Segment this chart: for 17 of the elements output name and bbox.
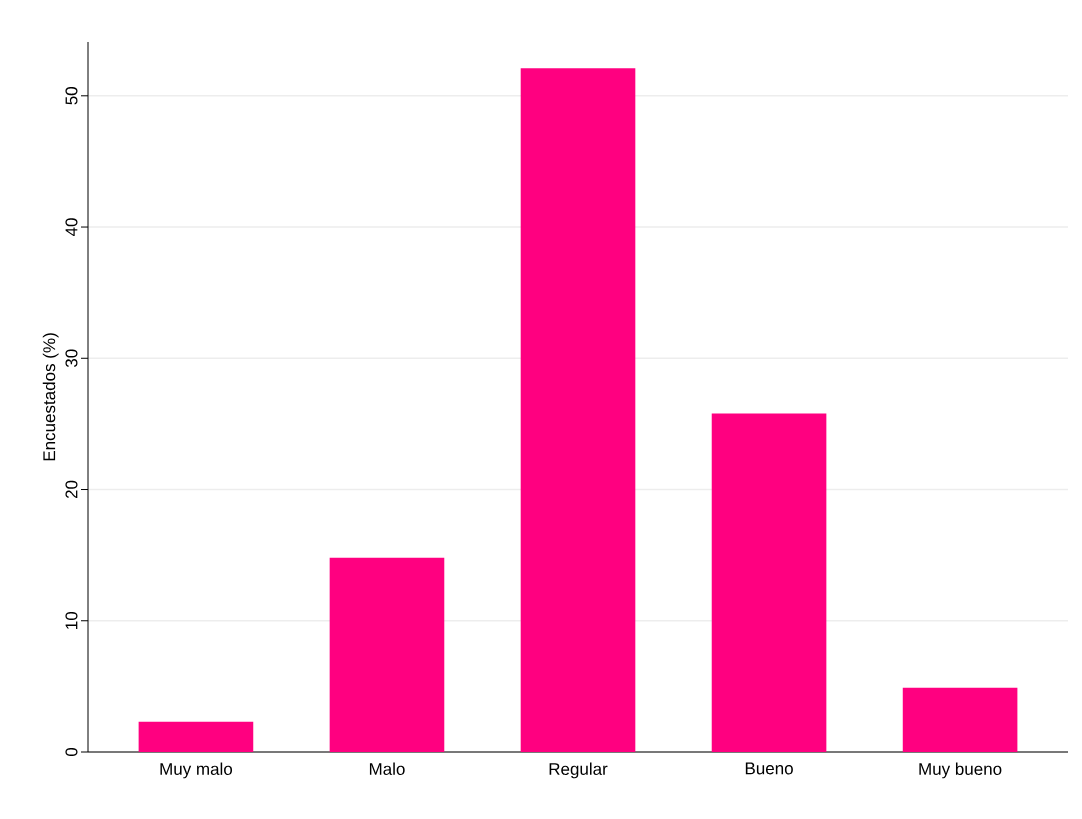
bar (138, 721, 254, 752)
bar (902, 687, 1018, 752)
bar (520, 68, 636, 752)
bar (711, 413, 827, 752)
y-tick-label: 30 (65, 349, 78, 368)
y-axis-title: Encuestados (%) (42, 333, 59, 461)
x-tick-label: Muy malo (160, 762, 233, 779)
x-tick-label: Bueno (745, 762, 793, 775)
y-tick-label: 0 (65, 747, 78, 757)
y-tick-label: 10 (65, 611, 78, 629)
x-tick-label: Regular (549, 762, 608, 779)
x-tick-label: Muy bueno (919, 762, 1002, 779)
y-tick-label: 20 (65, 480, 78, 499)
y-tick-label: 40 (65, 218, 78, 237)
y-tick-label: 50 (65, 87, 78, 105)
bar (329, 557, 445, 752)
x-tick-label: Malo (369, 762, 405, 776)
